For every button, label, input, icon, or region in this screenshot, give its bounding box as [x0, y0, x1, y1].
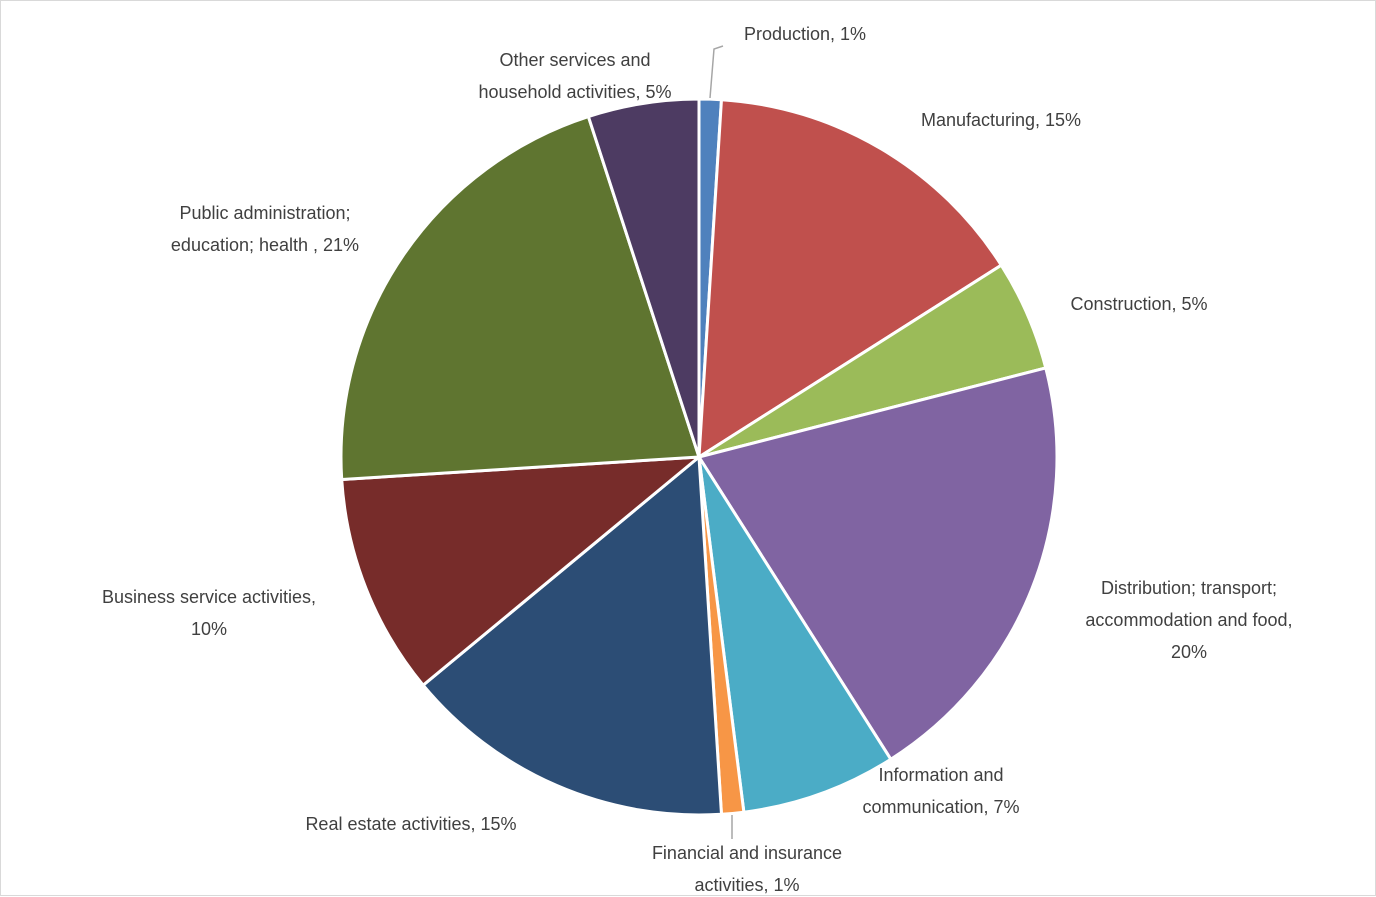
- data-label-line: Real estate activities, 15%: [305, 814, 516, 834]
- data-label-other-services-and-household-activities: Other services and household activities, …: [478, 50, 671, 102]
- data-label-business-service-activities: Business service activities, 10%: [102, 587, 316, 639]
- data-label-real-estate-activities: Real estate activities, 15%: [305, 814, 516, 834]
- data-label-line: Public administration;: [179, 203, 350, 223]
- data-label-line: Financial and insurance: [652, 843, 842, 863]
- data-label-line: Production, 1%: [744, 24, 866, 44]
- pie-slice-public-administration: [339, 114, 702, 482]
- pie-slice-real-estate-activities: [421, 453, 724, 817]
- labels-layer: Production, 1% Manufacturing, 15% Construc…: [102, 24, 1293, 895]
- data-label-line: communication, 7%: [862, 797, 1019, 817]
- data-label-information-and-communication: Information and communication, 7%: [862, 765, 1019, 817]
- data-label-line: Construction, 5%: [1070, 294, 1207, 314]
- data-label-line: household activities, 5%: [478, 82, 671, 102]
- data-label-line: accommodation and food,: [1085, 610, 1292, 630]
- pie-slice-manufacturing: [697, 98, 1004, 460]
- data-label-line: education; health , 21%: [171, 235, 359, 255]
- leader-lines-layer: [709, 45, 733, 839]
- data-label-line: activities, 1%: [694, 875, 799, 895]
- data-label-manufacturing: Manufacturing, 15%: [921, 110, 1081, 130]
- data-label-line: Other services and: [499, 50, 650, 70]
- data-label-line: Business service activities,: [102, 587, 316, 607]
- pie-slice-distribution: [696, 366, 1059, 762]
- pie-slice-business-service-activities: [340, 455, 704, 688]
- data-label-public-administration: Public administration; education; health …: [171, 203, 359, 255]
- data-label-financial-and-insurance-activities: Financial and insurance activities, 1%: [652, 843, 842, 895]
- data-label-distribution: Distribution; transport; accommodation an…: [1085, 578, 1292, 662]
- data-label-line: 10%: [191, 619, 227, 639]
- data-label-construction: Construction, 5%: [1070, 294, 1207, 314]
- data-label-line: 20%: [1171, 642, 1207, 662]
- data-label-line: Manufacturing, 15%: [921, 110, 1081, 130]
- slices-layer: [339, 97, 1059, 817]
- pie-slice-other-services-and-household-activities: [586, 97, 701, 458]
- leader-line-production: [709, 45, 724, 99]
- data-label-line: Distribution; transport;: [1101, 578, 1277, 598]
- pie-slice-information-and-communication: [697, 456, 893, 814]
- data-label-production: Production, 1%: [744, 24, 866, 44]
- data-label-line: Information and: [878, 765, 1003, 785]
